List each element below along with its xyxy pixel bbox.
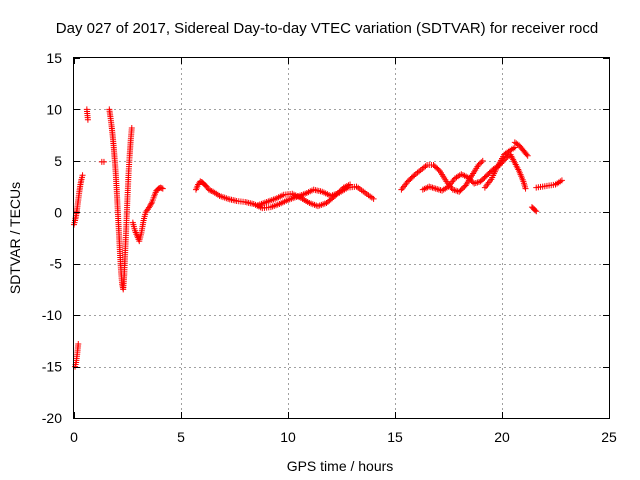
x-axis-label: GPS time / hours (287, 458, 394, 474)
data-point (409, 173, 416, 180)
x-tick-label: 0 (70, 429, 78, 445)
x-tick-label: 25 (601, 429, 617, 445)
data-point (148, 200, 155, 207)
data-point (522, 185, 529, 192)
data-point (479, 157, 486, 164)
y-tick-label: 5 (54, 153, 62, 169)
data-point (159, 185, 166, 192)
data-point (336, 188, 343, 195)
data-point (347, 181, 354, 188)
data-point (207, 187, 214, 194)
data-point (339, 185, 346, 192)
data-point (334, 190, 341, 197)
data-point (558, 177, 565, 184)
y-axis-ticks: -20 -15 -10 -5 0 5 10 15 (42, 50, 609, 426)
y-tick-label: -20 (42, 410, 62, 426)
data-points (71, 106, 565, 370)
x-tick-label: 10 (280, 429, 296, 445)
data-point (205, 186, 212, 193)
data-point (337, 187, 344, 194)
data-point (524, 152, 531, 159)
data-point (475, 161, 482, 168)
y-tick-label: -15 (42, 359, 62, 375)
data-point (503, 149, 510, 156)
y-tick-label: -10 (42, 307, 62, 323)
x-tick-label: 20 (494, 429, 510, 445)
data-point (511, 144, 518, 151)
y-tick-label: 15 (46, 50, 62, 66)
data-point (75, 340, 82, 347)
data-point (147, 201, 154, 208)
y-tick-label: 0 (54, 204, 62, 220)
y-tick-label: -5 (50, 256, 63, 272)
data-point (330, 194, 337, 201)
data-point (146, 203, 153, 210)
chart-title: Day 027 of 2017, Sidereal Day-to-day VTE… (56, 20, 598, 37)
x-axis-ticks: 0 5 10 15 20 25 (70, 58, 617, 445)
data-point (523, 151, 530, 158)
plot-frame (73, 57, 610, 419)
y-tick-label: 10 (46, 101, 62, 117)
data-point (79, 172, 86, 179)
data-point (208, 188, 215, 195)
data-point (533, 208, 540, 215)
data-point (84, 116, 91, 123)
data-point (476, 160, 483, 167)
y-axis-label: SDTVAR / TECUs (7, 182, 23, 294)
data-point (332, 192, 339, 199)
data-point (370, 195, 377, 202)
data-point (532, 207, 539, 214)
data-point (100, 158, 107, 165)
grid (74, 58, 609, 418)
data-point (478, 159, 485, 166)
x-tick-label: 15 (387, 429, 403, 445)
x-tick-label: 5 (177, 429, 185, 445)
data-point (158, 185, 165, 192)
data-point (333, 191, 340, 198)
data-point (128, 124, 135, 131)
